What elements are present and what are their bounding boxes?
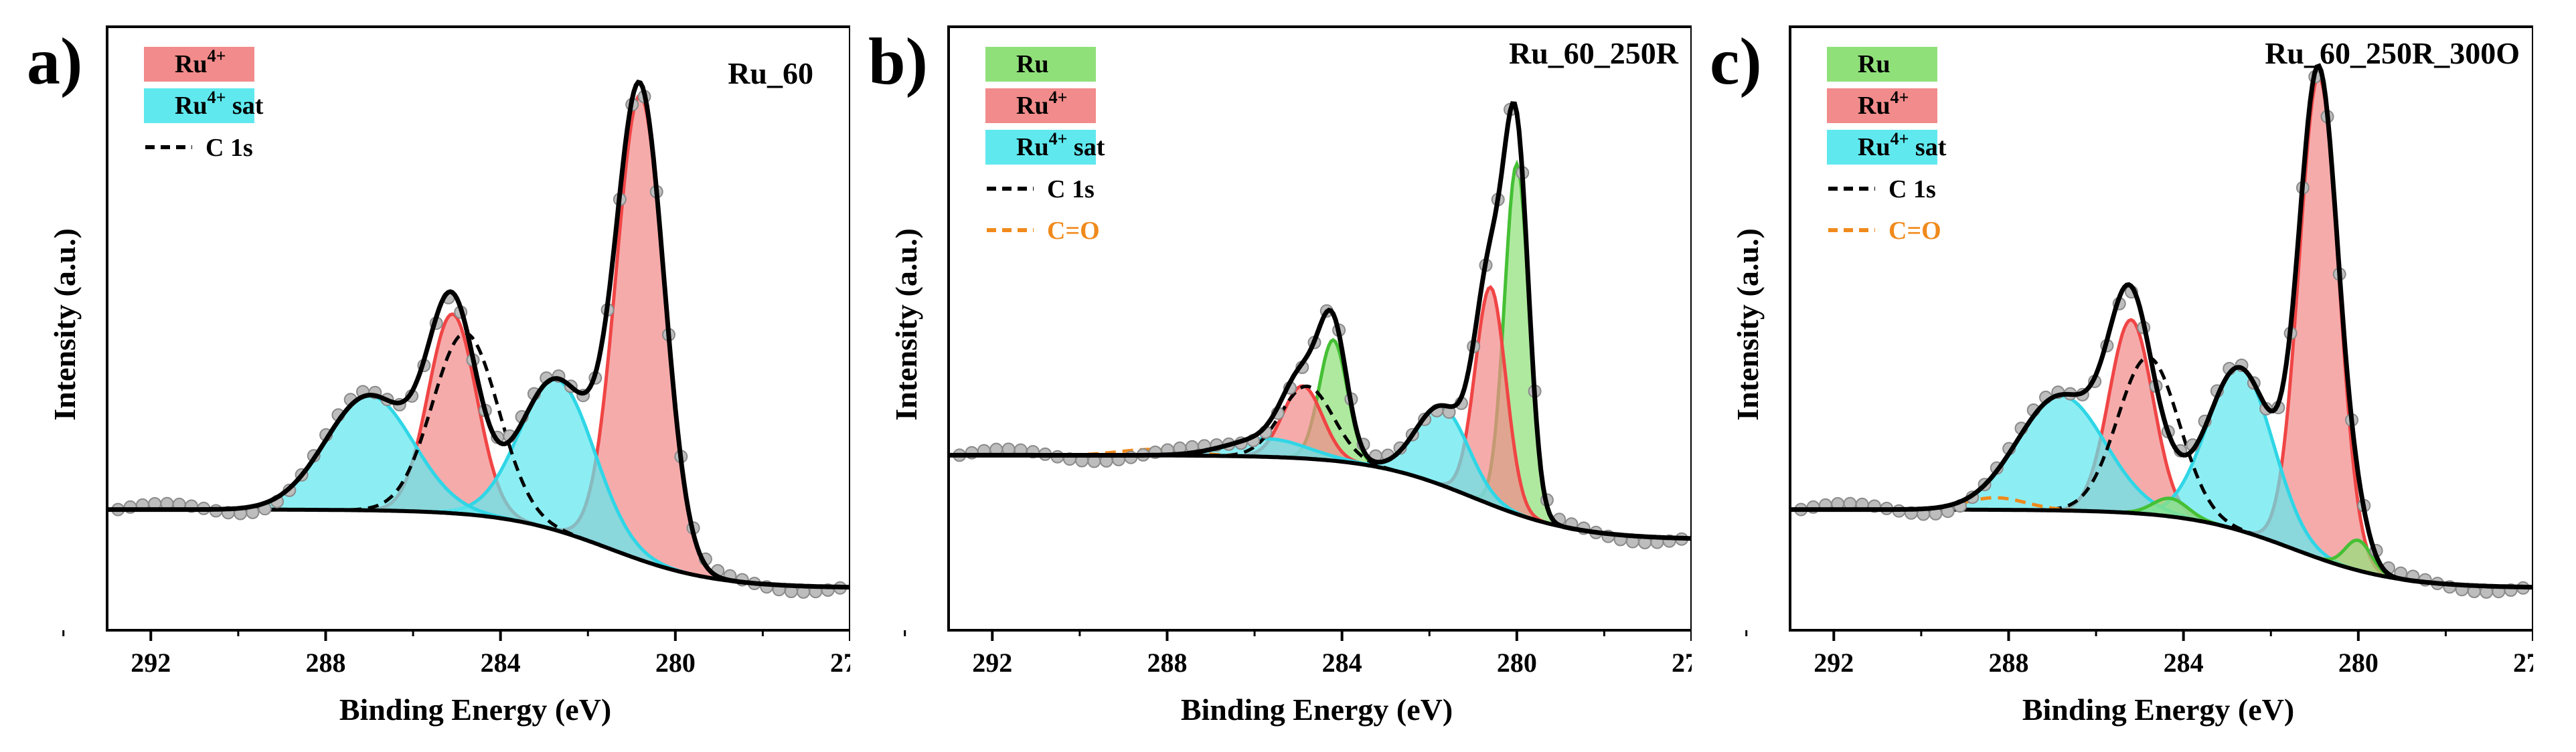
x-tick-label: 280 [655,648,696,678]
sample-label: Ru_60 [728,56,813,90]
plot-area [949,101,1692,549]
legend-item: Ru4+ sat [1827,129,1947,165]
legend-label: Ru [1858,50,1890,78]
sample-label: Ru_60_250R [1509,36,1679,70]
x-tick-label: 280 [1497,648,1537,678]
envelope-line [107,79,850,590]
x-tick-label: 284 [1322,648,1362,678]
legend: Ru4+ Ru4+ sat C 1s [144,46,264,162]
legend: Ru Ru4+ Ru4+ sat C 1s C=O [1827,47,1947,245]
x-tick-label: 292 [131,648,171,678]
legend-label: Ru4+ [1016,88,1067,120]
panel-a: 292 288 284 280 276 Ru4+ Ru4+ sat C 1s a) Ru_60… [27,24,850,727]
legend-swatch [1827,130,1937,165]
component-fill-1 [1790,320,2533,587]
sample-label: Ru_60_250R_300O [2265,36,2520,70]
x-tick-label: 284 [481,648,521,678]
component-fill-0 [107,95,850,587]
y-axis-title: Intensity (a.u.) [889,228,923,421]
component-fill-2 [949,287,1692,539]
legend-item: C 1s [1828,175,1936,203]
x-tick-label: 284 [2164,648,2204,678]
legend: Ru Ru4+ Ru4+ sat C 1s C=O [985,47,1105,245]
legend-item: Ru [985,47,1096,82]
legend-label: C=O [1047,217,1100,245]
x-tick-label: 276 [830,648,850,678]
legend-item: Ru4+ [1827,88,1937,123]
x-axis-title: Binding Energy (eV) [2022,692,2294,727]
panel-letter: c) [1710,24,1762,98]
x-tick-label: 280 [2338,648,2379,678]
plot-area [1790,63,2533,599]
legend-label: C 1s [206,134,253,162]
legend-swatch [1827,47,1937,82]
legend-item: Ru4+ sat [144,88,264,123]
legend-swatch [1827,88,1937,123]
plot-frame [947,25,1692,632]
legend-item: Ru [1827,47,1937,82]
legend-swatch [985,130,1096,165]
legend-swatch [985,47,1096,82]
x-tick-label: 288 [1147,648,1187,678]
x-tick-label: 276 [2513,648,2533,678]
y-axis-title: Intensity (a.u.) [1730,228,1765,421]
panel-letter: b) [868,24,928,98]
plot-area [107,79,850,599]
envelope-line [949,101,1692,541]
plot-frame [106,25,850,632]
x-tick-label: 288 [305,648,345,678]
legend-swatch [985,88,1096,123]
x-tick-label: 292 [1814,648,1854,678]
envelope-line [1790,63,2533,590]
x-axis-title: Binding Energy (eV) [1181,692,1453,727]
legend-item: C=O [1828,217,1941,245]
legend-item: C=O [987,217,1100,245]
x-axis-title: Binding Energy (eV) [339,692,611,727]
legend-item: Ru4+ [144,46,254,82]
x-tick-label: 288 [1988,648,2028,678]
legend-label: Ru [1016,50,1049,78]
legend-swatch [144,88,254,123]
legend-label: C=O [1888,217,1941,245]
legend-label: C 1s [1047,175,1095,203]
legend-item: C 1s [987,175,1095,203]
legend-swatch [144,47,254,82]
legend-item: Ru4+ [985,88,1096,123]
component-fill-0 [1790,76,2533,587]
y-axis-title: Intensity (a.u.) [48,228,82,421]
component-fill-1 [107,314,850,587]
legend-label: C 1s [1888,175,1936,203]
legend-item: Ru4+ sat [985,129,1105,165]
x-tick-label: 292 [972,648,1012,678]
component-fill-3 [949,385,1692,539]
plot-frame [1789,25,2533,632]
panel-letter: a) [27,24,82,98]
x-tick-label: 276 [1672,648,1692,678]
legend-item: C 1s [145,134,253,162]
